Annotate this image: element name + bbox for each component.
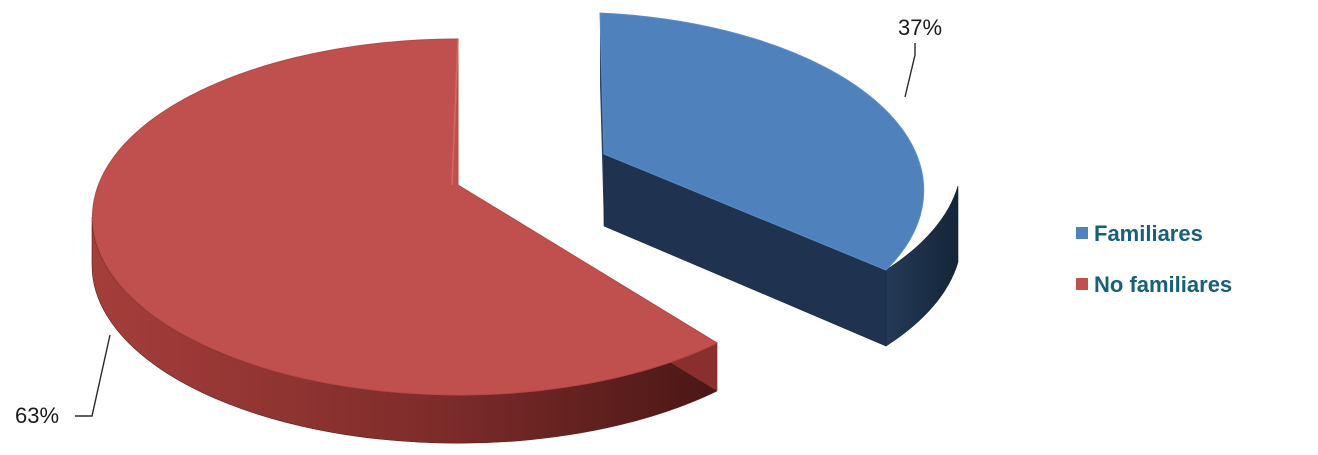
data-label-familiares: 37% — [898, 15, 942, 40]
legend-swatch-no-familiares — [1076, 278, 1088, 290]
legend: Familiares No familiares — [1076, 221, 1232, 297]
slice-familiares — [599, 12, 959, 347]
leader-line-no-familiares — [75, 334, 111, 417]
slice-familiares-top — [599, 12, 925, 271]
data-label-no-familiares: 63% — [15, 403, 59, 428]
slice-no-familiares-cut-edge — [451, 38, 459, 186]
slice-familiares-side — [885, 185, 959, 347]
slice-familiares-inner-face — [600, 13, 604, 226]
leader-line-familiares — [904, 43, 916, 98]
slice-no-familiares-top — [92, 38, 719, 396]
slice-no-familiares — [91, 38, 719, 444]
legend-label-familiares: Familiares — [1094, 221, 1203, 246]
legend-swatch-familiares — [1076, 227, 1088, 239]
legend-label-no-familiares: No familiares — [1094, 272, 1232, 297]
